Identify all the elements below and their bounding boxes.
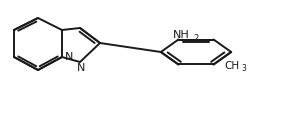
Text: 2: 2 — [193, 34, 198, 43]
Text: CH: CH — [224, 61, 239, 71]
Text: N: N — [65, 52, 74, 62]
Text: NH: NH — [173, 30, 190, 40]
Text: 3: 3 — [242, 64, 247, 73]
Text: N: N — [77, 63, 86, 73]
